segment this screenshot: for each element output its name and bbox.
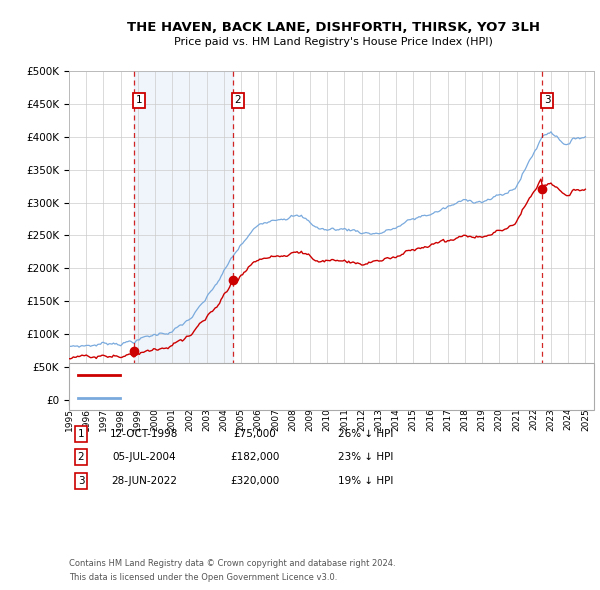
Text: 05-JUL-2004: 05-JUL-2004 (112, 453, 176, 462)
Bar (134, 71, 233, 400)
Text: THE HAVEN, BACK LANE, DISHFORTH, THIRSK, YO7 3LH: THE HAVEN, BACK LANE, DISHFORTH, THIRSK,… (127, 21, 539, 34)
Text: 26% ↓ HPI: 26% ↓ HPI (338, 429, 394, 438)
Text: Price paid vs. HM Land Registry's House Price Index (HPI): Price paid vs. HM Land Registry's House … (173, 37, 493, 47)
Text: HPI: Average price, detached house, North Yorkshire: HPI: Average price, detached house, Nort… (127, 394, 383, 403)
Text: 19% ↓ HPI: 19% ↓ HPI (338, 476, 394, 486)
Text: 12-OCT-1998: 12-OCT-1998 (110, 429, 178, 438)
Text: 2: 2 (235, 96, 241, 106)
Text: £320,000: £320,000 (230, 476, 280, 486)
Text: 3: 3 (544, 96, 551, 106)
Text: £75,000: £75,000 (233, 429, 277, 438)
Text: 23% ↓ HPI: 23% ↓ HPI (338, 453, 394, 462)
Text: 3: 3 (77, 476, 85, 486)
Text: Contains HM Land Registry data © Crown copyright and database right 2024.: Contains HM Land Registry data © Crown c… (69, 559, 395, 568)
Text: 1: 1 (77, 429, 85, 438)
Text: THE HAVEN, BACK LANE, DISHFORTH, THIRSK, YO7 3LH (detached house): THE HAVEN, BACK LANE, DISHFORTH, THIRSK,… (127, 370, 486, 379)
Text: 1: 1 (136, 96, 143, 106)
Text: This data is licensed under the Open Government Licence v3.0.: This data is licensed under the Open Gov… (69, 572, 337, 582)
Text: £182,000: £182,000 (230, 453, 280, 462)
Text: 28-JUN-2022: 28-JUN-2022 (111, 476, 177, 486)
Text: 2: 2 (77, 453, 85, 462)
